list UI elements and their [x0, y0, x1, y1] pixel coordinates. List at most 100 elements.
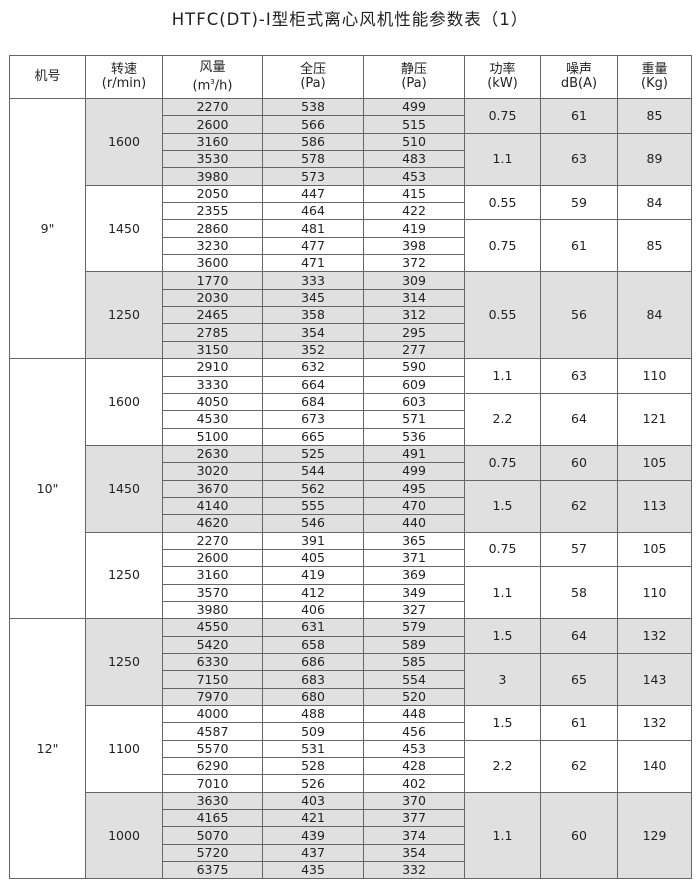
- weight-cell: 121: [617, 392, 692, 446]
- flow-cell: 2050: [162, 184, 263, 204]
- total-pressure-cell: 405: [262, 548, 364, 568]
- header-total-pressure: 全压 (Pa): [262, 55, 364, 99]
- static-pressure-cell: 369: [363, 566, 465, 585]
- static-pressure-cell: 609: [363, 375, 465, 394]
- total-pressure-cell: 528: [262, 757, 364, 776]
- table-row: 3330 664 609: [10, 375, 692, 394]
- noise-cell: 64: [540, 392, 618, 446]
- flow-cell: 1770: [162, 271, 263, 290]
- flow-cell: 6375: [162, 861, 263, 880]
- static-pressure-cell: 520: [363, 687, 465, 707]
- total-pressure-cell: 684: [262, 392, 364, 412]
- total-pressure-cell: 345: [262, 288, 364, 308]
- table-row: 6290 528 428: [10, 757, 692, 776]
- table-row: 6375 435 332: [10, 861, 692, 880]
- static-pressure-cell: 374: [363, 826, 465, 845]
- weight-cell: 113: [617, 479, 692, 533]
- power-cell: 1.1: [464, 566, 541, 620]
- static-pressure-cell: 398: [363, 236, 465, 256]
- total-pressure-cell: 406: [262, 600, 364, 620]
- table-row: 3670 562 495 1.5 62 113: [10, 479, 692, 533]
- total-pressure-cell: 525: [262, 444, 364, 464]
- page-title: HTFC(DT)-Ⅰ型柜式离心风机性能参数表（1）: [171, 10, 529, 29]
- table-row: 4050 684 603 2.2 64 121: [10, 392, 692, 446]
- flow-cell: 3530: [162, 150, 263, 169]
- table-row: 2030 345 314: [10, 288, 692, 308]
- static-pressure-cell: 349: [363, 583, 465, 602]
- static-pressure-cell: 456: [363, 722, 465, 741]
- flow-cell: 3160: [162, 132, 263, 152]
- total-pressure-cell: 464: [262, 202, 364, 221]
- table-row: 1100 4000 488 448 1.5 61 132: [10, 705, 692, 793]
- total-pressure-cell: 531: [262, 739, 364, 759]
- static-pressure-cell: 499: [363, 97, 465, 117]
- power-cell: 1.5: [464, 479, 541, 533]
- weight-cell: 105: [617, 531, 692, 568]
- total-pressure-cell: 447: [262, 184, 364, 204]
- noise-cell: 65: [540, 652, 618, 707]
- total-pressure-cell: 435: [262, 861, 364, 880]
- table-row: 3160 586 510 1.1 63 89: [10, 132, 692, 186]
- static-pressure-cell: 440: [363, 514, 465, 533]
- flow-cell: 3570: [162, 583, 263, 602]
- weight-cell: 129: [617, 791, 692, 880]
- total-pressure-cell: 680: [262, 687, 364, 707]
- power-cell: 0.75: [464, 219, 541, 273]
- table-row: 4165 421 377: [10, 809, 692, 828]
- static-pressure-cell: 327: [363, 600, 465, 620]
- total-pressure-cell: 573: [262, 167, 364, 186]
- power-cell: 2.2: [464, 392, 541, 446]
- static-pressure-cell: 590: [363, 358, 465, 377]
- flow-cell: 7150: [162, 670, 263, 689]
- weight-cell: 110: [617, 566, 692, 620]
- noise-cell: 63: [540, 358, 618, 394]
- header-static-pressure: 静压 (Pa): [363, 55, 465, 99]
- table-row: 3600 471 372: [10, 254, 692, 273]
- table-row: 4587 509 456: [10, 722, 692, 741]
- flow-cell: 3630: [162, 791, 263, 811]
- total-pressure-cell: 509: [262, 722, 364, 741]
- total-pressure-cell: 586: [262, 132, 364, 152]
- flow-cell: 3980: [162, 600, 263, 620]
- table-row: 10" 1600 2910 632 590 1.1 63 110: [9, 358, 692, 620]
- flow-cell: 6330: [162, 652, 263, 672]
- model-cell: 12": [9, 618, 86, 880]
- table-row: 2860 481 419 0.75 61 85: [10, 219, 692, 273]
- static-pressure-cell: 453: [363, 167, 465, 186]
- static-pressure-cell: 428: [363, 757, 465, 776]
- static-pressure-cell: 309: [363, 271, 465, 290]
- table-row: 3230 477 398: [10, 236, 692, 256]
- static-pressure-cell: 295: [363, 323, 465, 342]
- speed-cell: 1450: [85, 184, 163, 273]
- table-row: 3980 573 453: [10, 167, 692, 186]
- flow-cell: 3600: [162, 254, 263, 273]
- table-row: 3160 419 369 1.1 58 110: [10, 566, 692, 620]
- table-row: 3020 544 499: [10, 462, 692, 481]
- power-cell: 1.1: [464, 791, 541, 880]
- weight-cell: 110: [617, 358, 692, 394]
- total-pressure-cell: 546: [262, 514, 364, 533]
- flow-cell: 4550: [162, 618, 263, 637]
- static-pressure-cell: 370: [363, 791, 465, 811]
- flow-cell: 5420: [162, 635, 263, 655]
- static-pressure-cell: 422: [363, 202, 465, 221]
- static-pressure-cell: 365: [363, 531, 465, 550]
- total-pressure-cell: 526: [262, 774, 364, 793]
- total-pressure-cell: 358: [262, 306, 364, 325]
- noise-cell: 58: [540, 566, 618, 620]
- total-pressure-cell: 538: [262, 97, 364, 117]
- header-noise: 噪声 dB(A): [540, 55, 618, 99]
- total-pressure-cell: 471: [262, 254, 364, 273]
- flow-cell: 2600: [162, 115, 263, 134]
- static-pressure-cell: 499: [363, 462, 465, 481]
- static-pressure-cell: 510: [363, 132, 465, 152]
- table-row: 3150 352 277: [10, 340, 692, 360]
- noise-cell: 60: [540, 791, 618, 880]
- noise-cell: 62: [540, 479, 618, 533]
- static-pressure-cell: 495: [363, 479, 465, 498]
- table-row: 9" 1600 2270 538 499 0.75 61 85: [9, 97, 692, 360]
- static-pressure-cell: 448: [363, 705, 465, 724]
- weight-cell: 140: [617, 739, 692, 793]
- total-pressure-cell: 686: [262, 652, 364, 672]
- table-row: 2600 405 371: [10, 548, 692, 568]
